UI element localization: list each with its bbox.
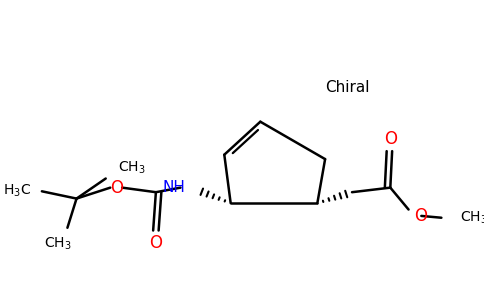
Text: O: O bbox=[414, 207, 427, 225]
Text: O: O bbox=[384, 130, 397, 148]
Text: CH$_3$: CH$_3$ bbox=[45, 236, 72, 252]
Text: H$_3$C: H$_3$C bbox=[3, 183, 31, 200]
Text: O: O bbox=[150, 234, 163, 252]
Text: CH$_3$: CH$_3$ bbox=[460, 209, 484, 226]
Text: NH: NH bbox=[162, 180, 185, 195]
Text: Chiral: Chiral bbox=[325, 80, 369, 95]
Text: O: O bbox=[110, 178, 123, 196]
Text: CH$_3$: CH$_3$ bbox=[118, 159, 145, 176]
